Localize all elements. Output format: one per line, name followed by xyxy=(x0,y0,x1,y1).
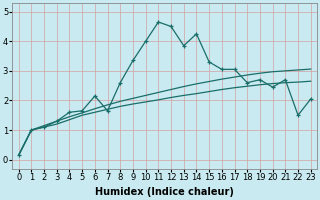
X-axis label: Humidex (Indice chaleur): Humidex (Indice chaleur) xyxy=(95,187,234,197)
